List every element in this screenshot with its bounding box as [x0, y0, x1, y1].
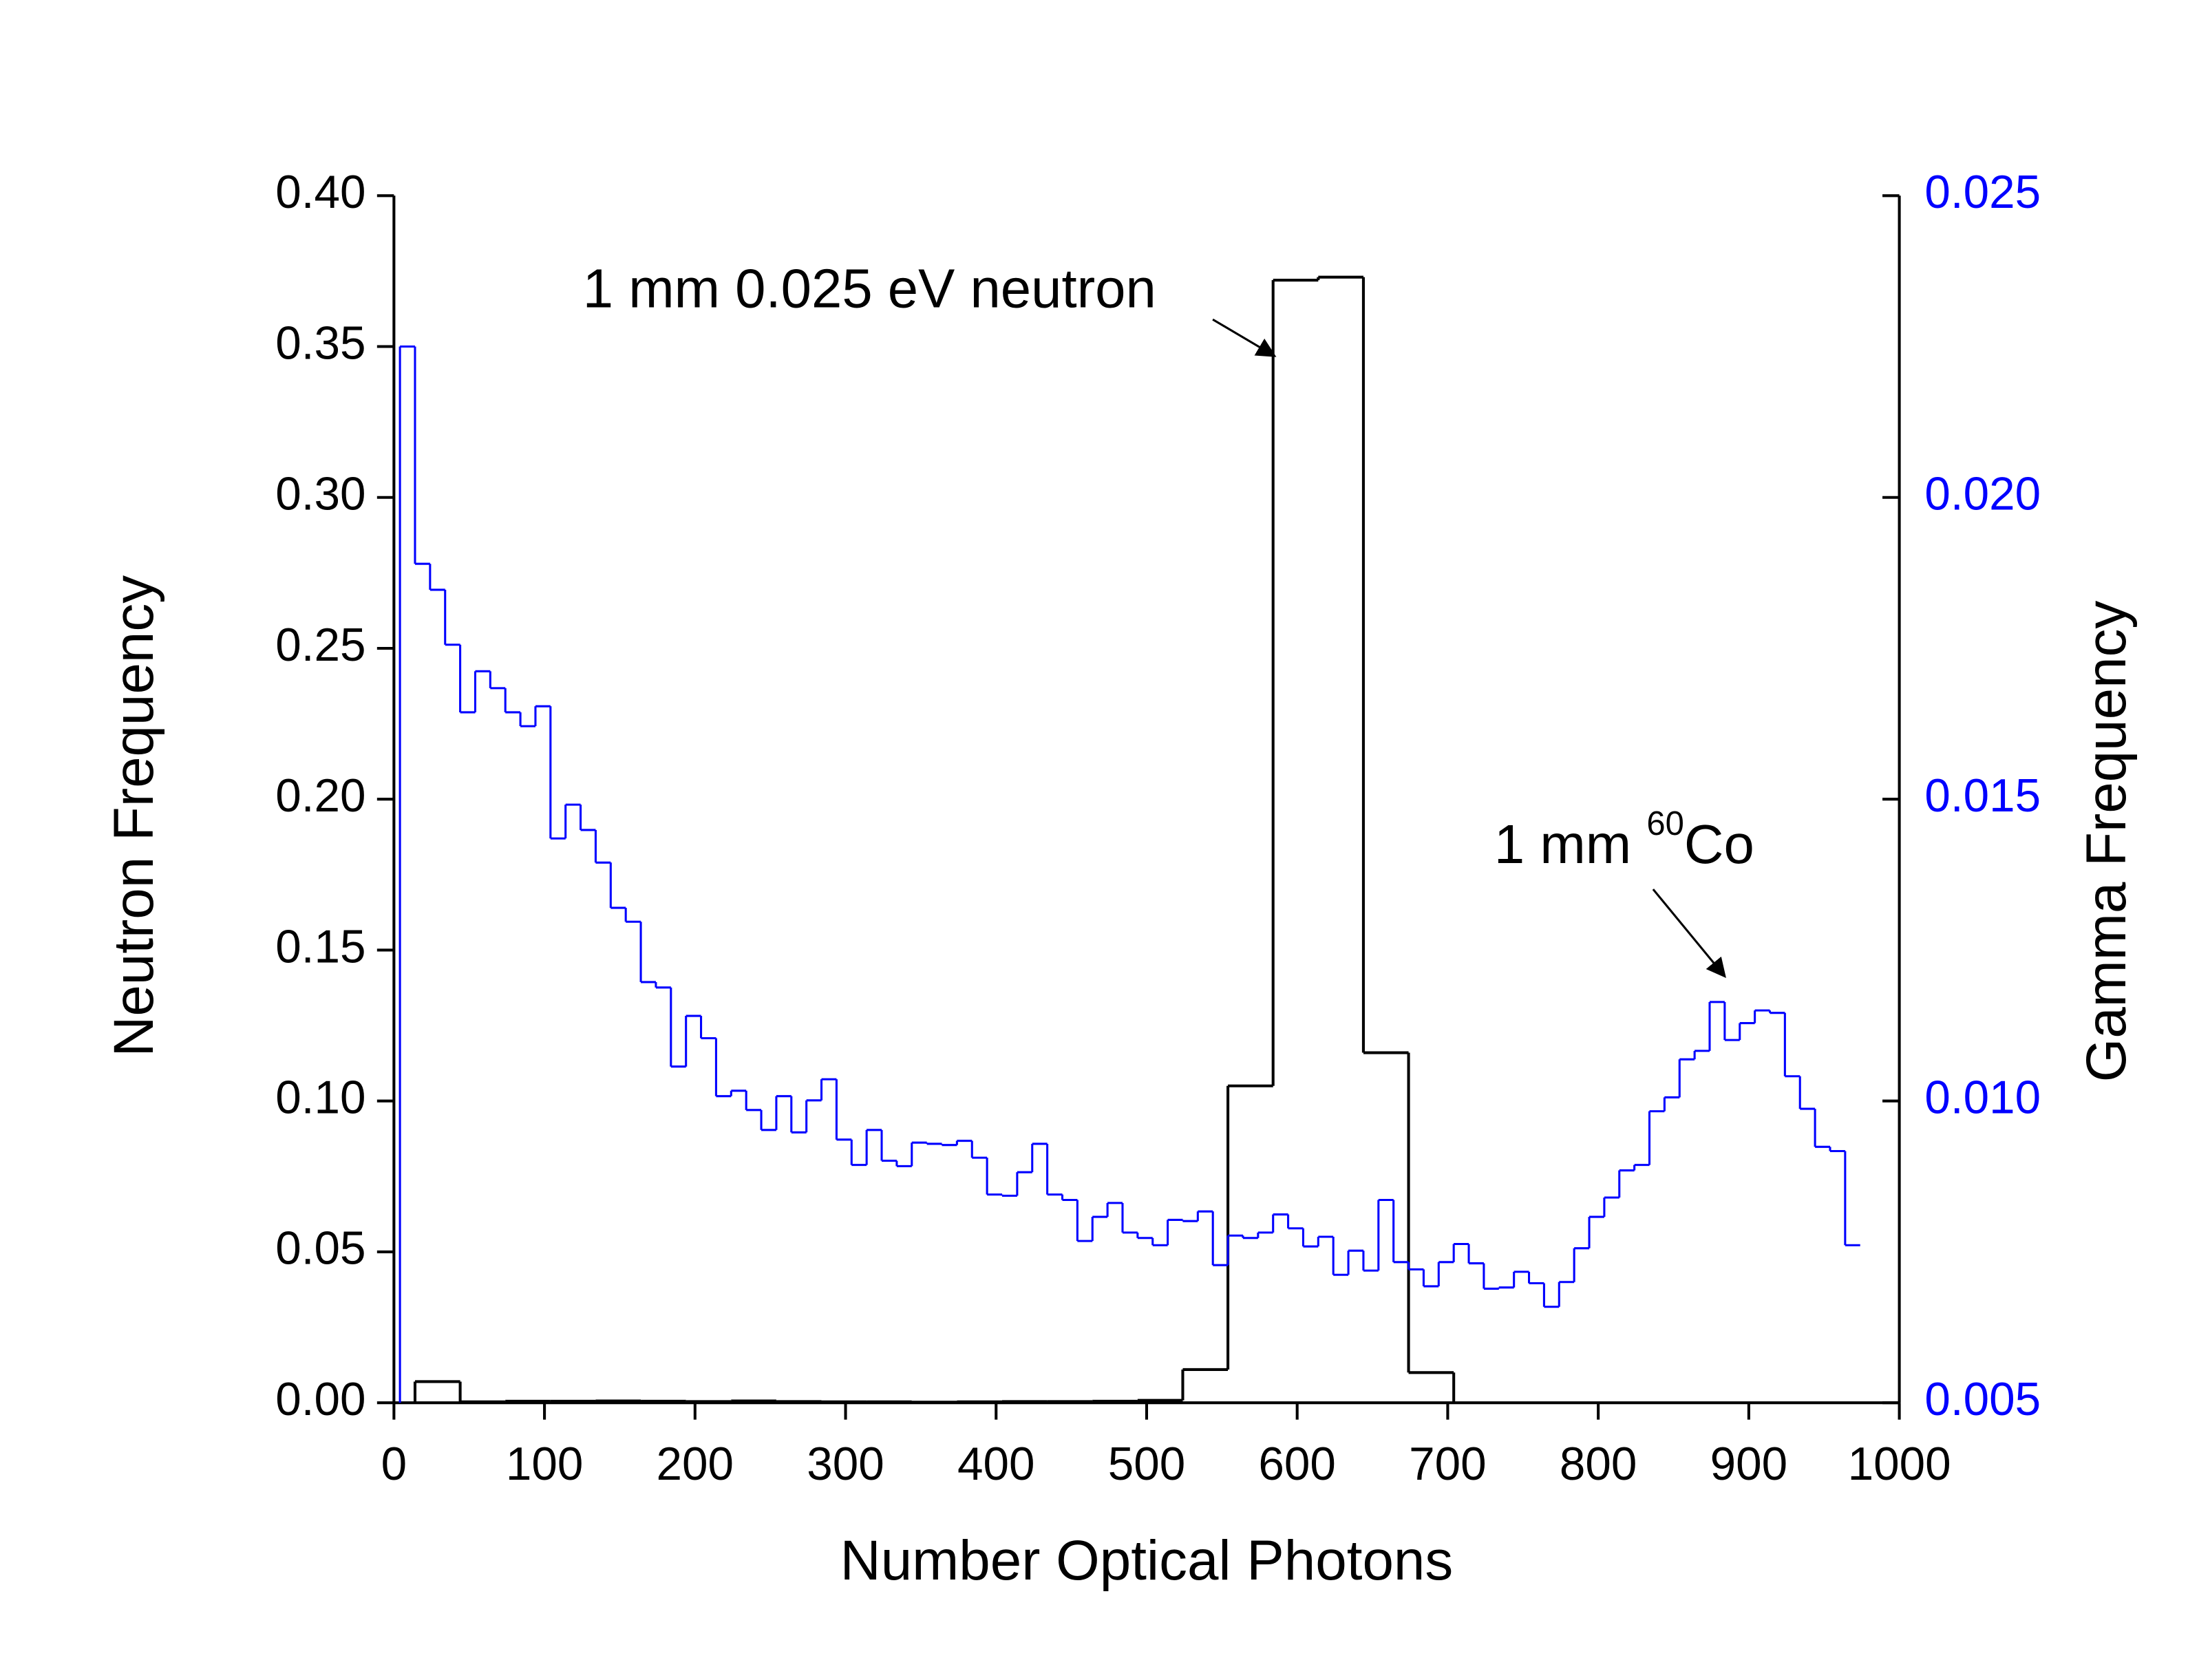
- x-tick-label: 800: [1560, 1438, 1637, 1490]
- x-tick-label: 600: [1258, 1438, 1336, 1490]
- x-tick-label: 700: [1409, 1438, 1487, 1490]
- x-tick-label: 500: [1108, 1438, 1186, 1490]
- y-tick-label: 0.30: [275, 469, 365, 520]
- y-tick-label: 0.10: [275, 1072, 365, 1124]
- y-tick-label: 0.35: [275, 317, 365, 369]
- annotation-arrow: [1652, 889, 1726, 978]
- x-tick-label: 900: [1710, 1438, 1788, 1490]
- x-tick-label: 100: [506, 1438, 584, 1490]
- y2-tick-label: 0.025: [1924, 167, 2041, 218]
- y-tick-label: 0.25: [275, 619, 365, 671]
- y2-axis-title: Gamma Frequency: [2075, 601, 2138, 1083]
- y-tick-label: 0.20: [275, 770, 365, 822]
- annotation-arrow: [1212, 318, 1277, 357]
- x-axis-title: Number Optical Photons: [840, 1529, 1454, 1592]
- y-axis-title: Neutron Frequency: [103, 575, 165, 1057]
- annotation: 1 mm 0.025 eV neutron: [583, 257, 1156, 319]
- y2-tick-label: 0.015: [1924, 770, 2041, 822]
- x-tick-label: 1000: [1848, 1438, 1951, 1490]
- x-tick-label: 400: [957, 1438, 1035, 1490]
- y-tick-label: 0.15: [275, 921, 365, 972]
- annotation-text: Co: [1684, 814, 1754, 875]
- y-tick-label: 0.05: [275, 1223, 365, 1275]
- annotation-superscript: 60: [1646, 805, 1684, 842]
- x-tick-label: 200: [657, 1438, 734, 1490]
- y-tick-label: 0.00: [275, 1374, 365, 1425]
- x-tick-label: 0: [381, 1438, 407, 1490]
- y2-tick-label: 0.010: [1924, 1072, 2041, 1124]
- x-tick-label: 300: [807, 1438, 884, 1490]
- annotation-text: 1 mm: [1494, 814, 1646, 875]
- y-tick-label: 0.40: [275, 167, 365, 218]
- y2-tick-label: 0.020: [1924, 469, 2041, 520]
- annotation: 1 mm 60Co: [1494, 805, 1754, 875]
- y2-tick-label: 0.005: [1924, 1374, 2041, 1425]
